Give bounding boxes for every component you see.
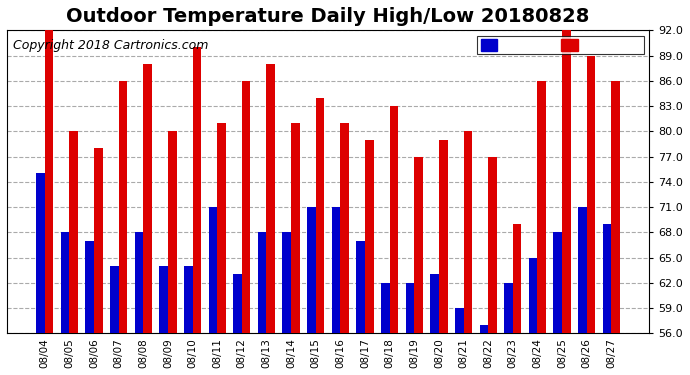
Bar	[144, 64, 152, 375]
Bar	[119, 81, 127, 375]
Bar	[184, 266, 193, 375]
Bar	[603, 224, 611, 375]
Bar	[529, 258, 538, 375]
Bar	[431, 274, 439, 375]
Bar	[45, 30, 53, 375]
Legend: Low  (°F), High  (°F): Low (°F), High (°F)	[477, 36, 644, 54]
Bar	[439, 140, 448, 375]
Bar	[553, 232, 562, 375]
Bar	[86, 241, 94, 375]
Title: Outdoor Temperature Daily High/Low 20180828: Outdoor Temperature Daily High/Low 20180…	[66, 7, 590, 26]
Bar	[513, 224, 522, 375]
Bar	[464, 131, 472, 375]
Bar	[340, 123, 349, 375]
Bar	[110, 266, 119, 375]
Bar	[611, 81, 620, 375]
Bar	[390, 106, 398, 375]
Bar	[356, 241, 365, 375]
Bar	[193, 47, 201, 375]
Bar	[258, 232, 266, 375]
Bar	[291, 123, 299, 375]
Bar	[406, 283, 414, 375]
Bar	[455, 308, 464, 375]
Bar	[480, 325, 488, 375]
Bar	[332, 207, 340, 375]
Bar	[36, 173, 45, 375]
Bar	[168, 131, 177, 375]
Bar	[316, 98, 324, 375]
Bar	[94, 148, 103, 375]
Bar	[381, 283, 390, 375]
Bar	[365, 140, 373, 375]
Bar	[233, 274, 242, 375]
Bar	[578, 207, 586, 375]
Bar	[61, 232, 70, 375]
Bar	[414, 156, 423, 375]
Bar	[217, 123, 226, 375]
Bar	[208, 207, 217, 375]
Bar	[159, 266, 168, 375]
Bar	[504, 283, 513, 375]
Text: Copyright 2018 Cartronics.com: Copyright 2018 Cartronics.com	[13, 39, 209, 53]
Bar	[562, 30, 571, 375]
Bar	[241, 81, 250, 375]
Bar	[282, 232, 291, 375]
Bar	[70, 131, 78, 375]
Bar	[266, 64, 275, 375]
Bar	[135, 232, 144, 375]
Bar	[488, 156, 497, 375]
Bar	[307, 207, 316, 375]
Bar	[538, 81, 546, 375]
Bar	[586, 56, 595, 375]
